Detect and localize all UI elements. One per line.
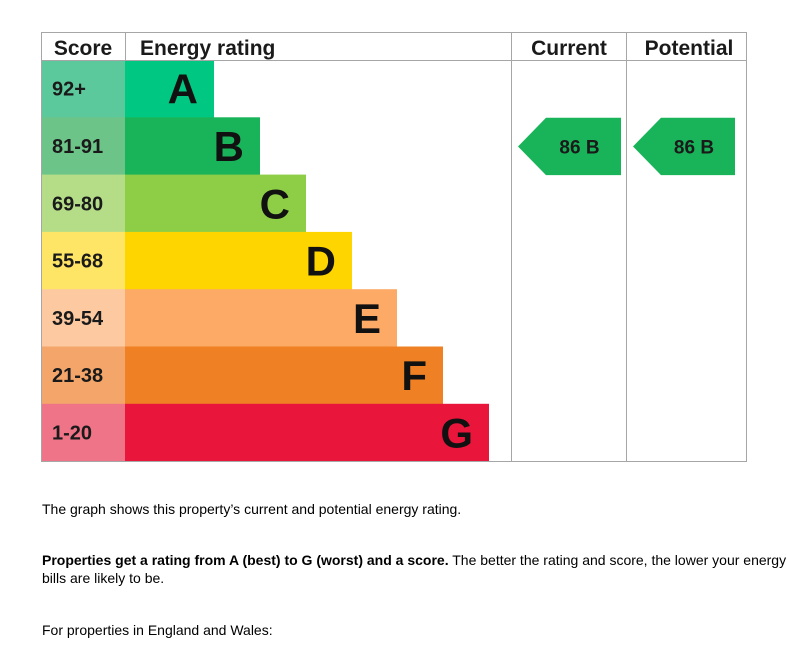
header-score: Score: [54, 37, 112, 60]
score-label: 69-80: [52, 193, 103, 215]
band-a: 92+ A: [41, 60, 214, 118]
score-cell: [41, 289, 125, 347]
rating-bar: [125, 117, 260, 176]
rating-letter: G: [440, 409, 473, 456]
score-cell: [41, 60, 125, 118]
chart-frame: [41, 32, 747, 462]
rating-bar: [125, 346, 443, 405]
band-g: 1-20 G: [41, 403, 489, 462]
rating-explanation: Properties get a rating from A (best) to…: [42, 551, 787, 587]
header-potential: Potential: [645, 37, 734, 60]
rating-bar: [125, 289, 397, 347]
score-cell: [41, 174, 125, 233]
rating-explanation-rest: The better the rating and score, the low…: [42, 552, 787, 586]
rating-letter: A: [168, 66, 198, 113]
score-label: 39-54: [52, 308, 104, 330]
rating-letter: E: [353, 295, 381, 342]
band-b: 81-91 B: [41, 117, 260, 176]
band-c: 69-80 C: [41, 174, 306, 233]
score-label: 21-38: [52, 365, 103, 387]
rating-letter: B: [214, 123, 244, 170]
rating-letter: F: [401, 352, 427, 399]
score-cell: [41, 403, 125, 462]
current-arrow-label: 86 B: [559, 137, 599, 158]
score-label: 1-20: [52, 422, 92, 444]
potential-arrow-shape: [633, 117, 735, 176]
score-cell: [41, 231, 125, 290]
current-arrow-shape: [518, 117, 621, 176]
rating-explanation-bold: Properties get a rating from A (best) to…: [42, 552, 449, 568]
energy-rating-chart: Score Energy rating Current Potential 92…: [41, 32, 747, 462]
header-energy-rating: Energy rating: [140, 37, 275, 60]
band-e: 39-54 E: [41, 289, 397, 347]
rating-arrows: 86 B 86 B: [518, 117, 735, 176]
potential-rating-arrow: 86 B: [633, 117, 735, 176]
description-text: The graph shows this property’s current …: [42, 501, 462, 517]
band-d: 55-68 D: [41, 231, 352, 290]
rating-bar: [125, 174, 306, 233]
rating-bar: [125, 403, 489, 462]
score-label: 55-68: [52, 251, 103, 273]
score-label: 92+: [52, 79, 86, 101]
band-f: 21-38 F: [41, 346, 443, 405]
rating-bar: [125, 231, 352, 290]
rating-letter: D: [306, 238, 336, 285]
rating-bar: [125, 60, 214, 118]
rating-letter: C: [260, 180, 290, 227]
region-text: For properties in England and Wales:: [42, 622, 273, 638]
current-rating-arrow: 86 B: [518, 117, 621, 176]
score-cell: [41, 346, 125, 405]
score-cell: [41, 117, 125, 176]
potential-arrow-label: 86 B: [674, 137, 714, 158]
header-current: Current: [531, 37, 607, 60]
score-label: 81-91: [52, 136, 103, 158]
rating-bands: 92+ A 81-91 B 69-80 C 55-68 D 39-54 E 21-38 F 1-20 G: [41, 60, 489, 462]
